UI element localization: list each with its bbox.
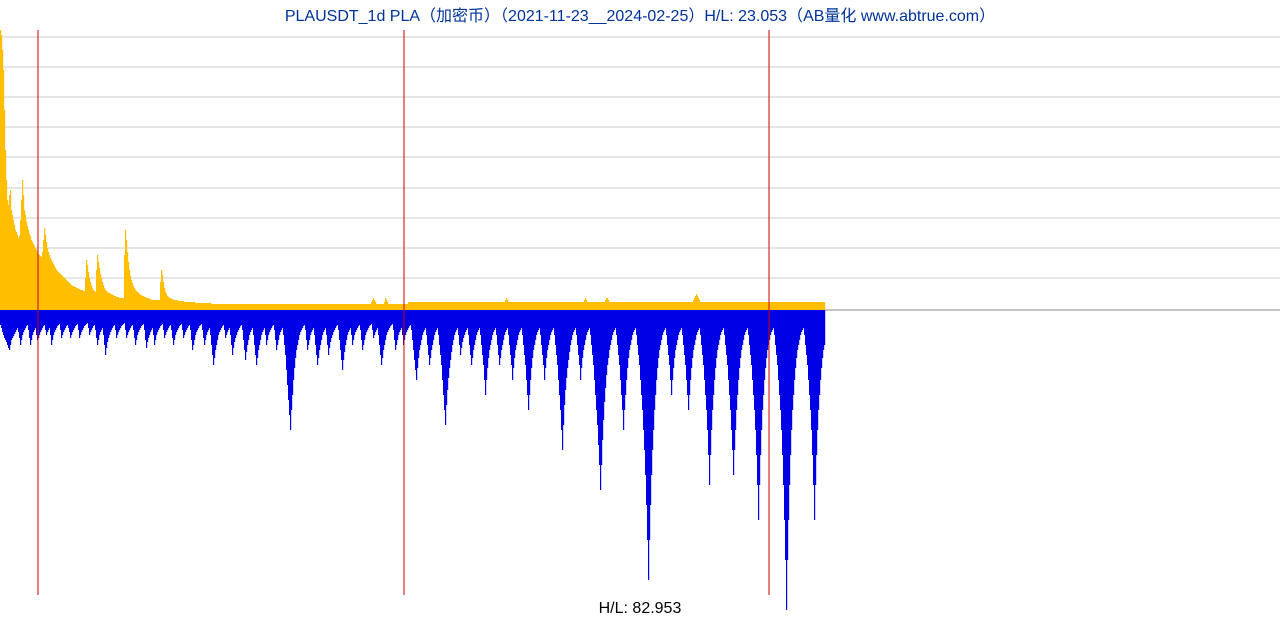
chart-footer-label: H/L: 82.953 [0,600,1280,618]
price-chart [0,0,1280,620]
